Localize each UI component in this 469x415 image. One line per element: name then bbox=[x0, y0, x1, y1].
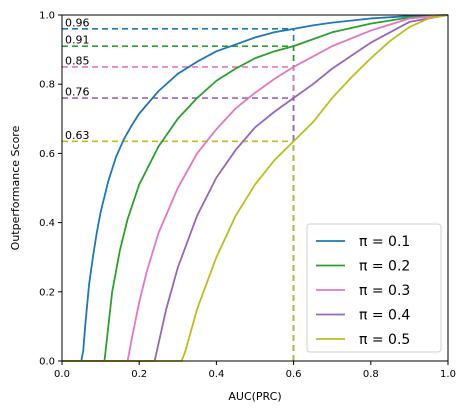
legend-entry: π = 0.1 bbox=[359, 234, 410, 250]
annotation-label: 0.96 bbox=[65, 16, 90, 29]
y-tick-label: 0.8 bbox=[39, 80, 55, 91]
y-tick-label: 0.6 bbox=[39, 149, 55, 160]
series-line-3 bbox=[62, 14, 449, 362]
legend-entry: π = 0.3 bbox=[359, 283, 410, 299]
x-tick-label: 0.4 bbox=[208, 369, 224, 380]
legend-entry: π = 0.4 bbox=[359, 308, 410, 324]
legend-entry: π = 0.2 bbox=[359, 259, 410, 275]
annotation-group: 0.96 0.91 0.85 0.76 0.63 bbox=[62, 16, 295, 361]
x-tick-label: 0.8 bbox=[363, 369, 379, 380]
x-axis-ticks: 0.0 0.2 0.4 0.6 0.8 1.0 bbox=[54, 361, 456, 380]
series-line-1 bbox=[62, 14, 449, 362]
y-tick-label: 1.0 bbox=[39, 11, 55, 22]
y-tick-label: 0.2 bbox=[39, 287, 55, 298]
plot-frame bbox=[61, 14, 449, 362]
x-axis-label: AUC(PRC) bbox=[228, 390, 281, 403]
annotation-label: 0.91 bbox=[65, 34, 90, 47]
y-axis-ticks: 0.0 0.2 0.4 0.6 0.8 1.0 bbox=[39, 11, 62, 368]
y-tick-label: 0.0 bbox=[39, 357, 55, 368]
legend-box bbox=[306, 223, 442, 353]
x-tick-label: 0.0 bbox=[54, 369, 70, 380]
x-tick-label: 0.2 bbox=[131, 369, 147, 380]
annotation-label: 0.63 bbox=[65, 129, 90, 142]
series-line-2 bbox=[62, 14, 449, 362]
series-group bbox=[62, 14, 449, 362]
x-tick-label: 1.0 bbox=[440, 369, 456, 380]
annotation-label: 0.85 bbox=[65, 54, 90, 67]
x-tick-label: 0.6 bbox=[286, 369, 302, 380]
annotation-label: 0.76 bbox=[65, 86, 90, 99]
series-line-5 bbox=[62, 14, 449, 362]
legend-entry: π = 0.5 bbox=[359, 332, 410, 348]
legend: π = 0.1 π = 0.2 π = 0.3 π = 0.4 π = 0.5 bbox=[306, 223, 442, 353]
y-axis-label: Outperformance Score bbox=[9, 125, 22, 250]
series-line-4 bbox=[62, 14, 449, 362]
y-tick-label: 0.4 bbox=[39, 218, 55, 229]
